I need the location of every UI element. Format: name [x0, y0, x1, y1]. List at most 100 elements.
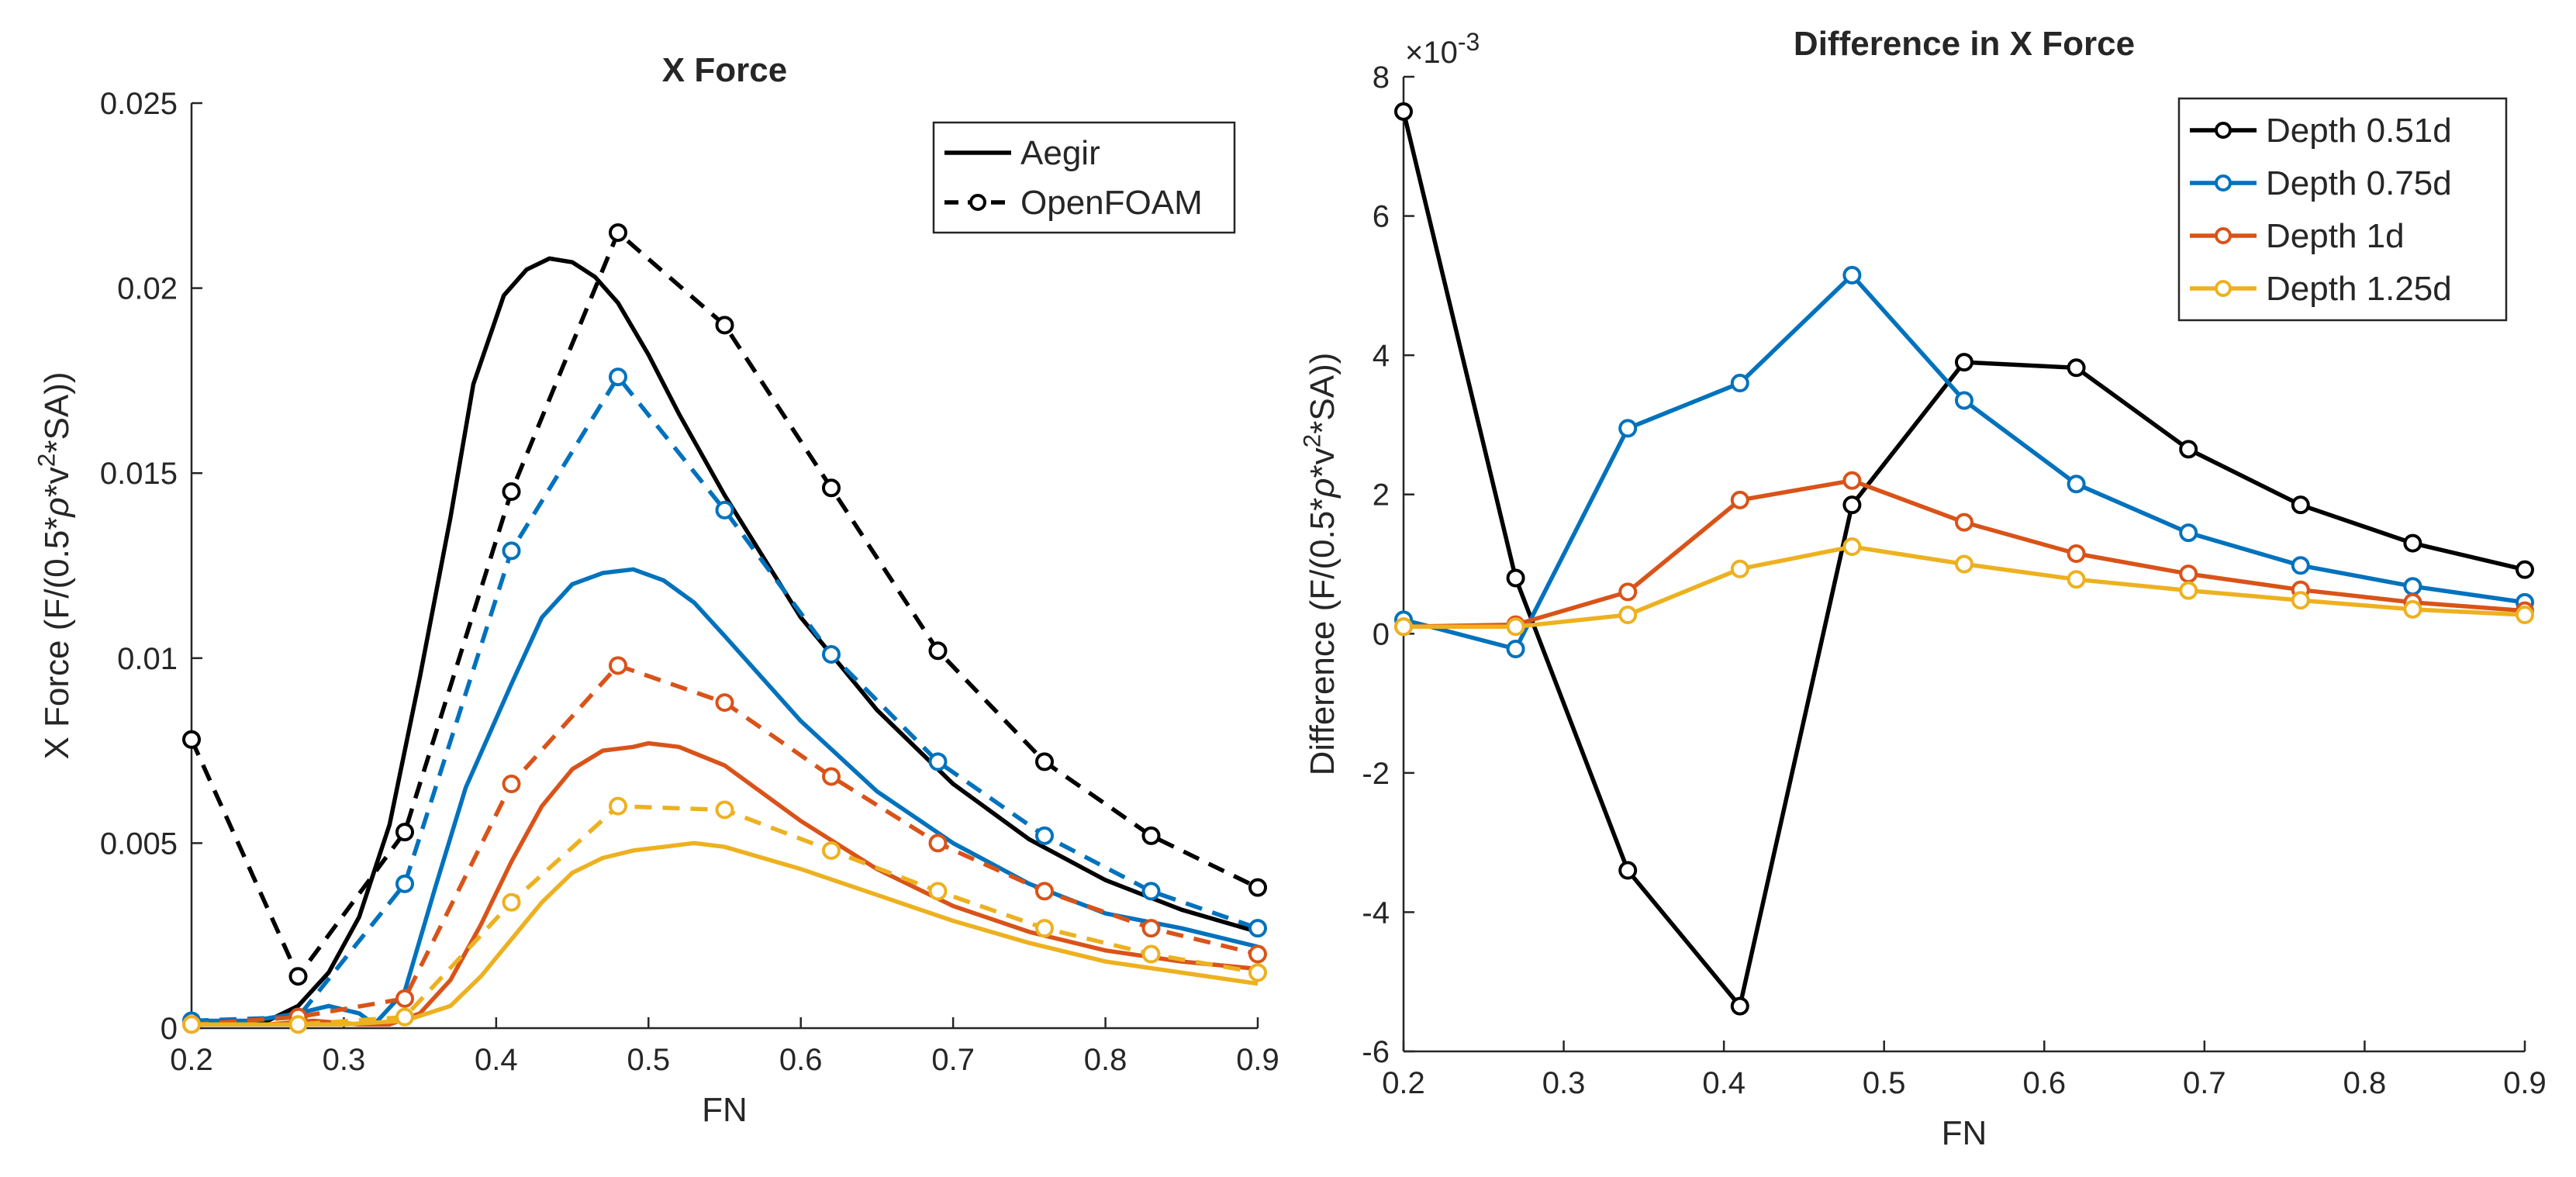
data-point — [2067, 358, 2086, 378]
data-point — [1394, 617, 1413, 637]
chart-title: X Force — [662, 51, 787, 89]
data-point — [395, 874, 414, 893]
y-tick-label: 0.005 — [100, 827, 178, 861]
y-axis-label: X Force (F/(0.5*ρ*v2*SA)) — [32, 371, 76, 759]
data-point — [2179, 440, 2198, 459]
y-exponent-label: ×10-3 — [1405, 28, 1480, 70]
data-point — [1035, 882, 1054, 901]
data-point — [502, 892, 521, 912]
series-depth-0-75d — [1394, 265, 2534, 659]
legend-marker — [969, 194, 986, 211]
data-point — [2403, 533, 2422, 553]
data-point — [182, 1015, 201, 1034]
series-aegir-0-75d — [192, 567, 1259, 1027]
y-tick-label: 0.01 — [117, 642, 178, 676]
x-force-chart: 0.2 0.3 0.4 0.5 0.6 0.7 0.8 0.9 0 0.005 0.01 0.015 0… — [32, 51, 1279, 1129]
data-point — [2291, 495, 2310, 515]
data-point — [715, 500, 734, 519]
data-point — [822, 767, 841, 786]
x-tick-label: 0.2 — [1382, 1066, 1425, 1100]
data-point — [502, 775, 521, 794]
x-tick-label: 0.7 — [931, 1043, 975, 1077]
data-point — [1955, 513, 1973, 532]
data-point — [395, 823, 414, 842]
data-point — [395, 1007, 414, 1027]
y-tick-label: 0.015 — [100, 457, 178, 491]
data-point — [1730, 490, 1749, 509]
legend-box — [932, 121, 1236, 234]
data-point — [2516, 606, 2534, 625]
y-tick-label: 8 — [1373, 60, 1390, 95]
y-tick-label: 2 — [1373, 478, 1390, 513]
data-point — [609, 223, 627, 243]
x-tick-label: 0.9 — [2503, 1066, 2547, 1100]
data-point — [715, 800, 734, 820]
data-point — [822, 478, 841, 498]
data-point — [822, 840, 841, 860]
legend-label: Depth 0.51d — [2266, 112, 2452, 150]
data-point — [2516, 560, 2534, 579]
x-tick-label: 0.2 — [170, 1043, 213, 1077]
data-point — [928, 752, 948, 771]
data-point — [1141, 882, 1161, 901]
x-tick-label: 0.5 — [627, 1043, 670, 1077]
data-point — [1035, 919, 1054, 938]
data-point — [928, 641, 948, 661]
legend-label: Depth 1.25d — [2266, 270, 2452, 308]
y-tick-label: -2 — [1362, 757, 1390, 791]
y-tick-label: 0 — [161, 1012, 178, 1046]
x-tick-label: 0.3 — [1542, 1066, 1586, 1100]
difference-chart: 0.2 0.3 0.4 0.5 0.6 0.7 0.8 0.9 -6 -4 -2 0 2 4 6 8 Diffe… — [1297, 25, 2546, 1152]
data-point — [1248, 919, 1267, 938]
x-axis-label: FN — [702, 1091, 748, 1129]
data-point — [1842, 537, 1862, 557]
x-tick-label: 0.6 — [2022, 1066, 2066, 1100]
data-point — [1618, 419, 1638, 438]
legend-label: Depth 0.75d — [2266, 164, 2452, 202]
data-point — [502, 482, 521, 502]
y-tick-label: 4 — [1373, 339, 1390, 373]
data-point — [1730, 996, 1749, 1016]
x-tick-label: 0.7 — [2183, 1066, 2226, 1100]
y-tick-label: 0.025 — [100, 87, 178, 121]
legend-marker — [2215, 280, 2232, 297]
data-point — [1035, 826, 1054, 845]
data-point — [2067, 544, 2086, 564]
data-point — [395, 989, 414, 1008]
data-point — [1618, 606, 1638, 625]
data-point — [1506, 617, 1525, 637]
data-point — [715, 693, 734, 713]
series-line — [191, 256, 1259, 1027]
legend-marker — [2215, 227, 2232, 244]
data-point — [1506, 640, 1525, 659]
legend-label: Aegir — [1020, 134, 1100, 172]
chart-title: Difference in X Force — [1794, 25, 2135, 63]
data-point — [928, 882, 948, 901]
data-point — [2403, 577, 2422, 596]
data-point — [2179, 581, 2198, 600]
data-point — [609, 656, 627, 675]
series-line — [192, 840, 1259, 1027]
legend-box — [2177, 97, 2508, 322]
legend-label: Depth 1d — [2266, 217, 2405, 255]
data-point — [609, 368, 627, 387]
data-point — [182, 730, 201, 749]
series-depth-0-51d — [1394, 102, 2534, 1016]
x-tick-label: 0.8 — [2343, 1066, 2387, 1100]
x-tick-label: 0.9 — [1236, 1043, 1279, 1077]
series-aegir-1-25d — [192, 840, 1259, 1027]
series-depth-1-25d — [1394, 537, 2534, 637]
x-tick-label: 0.6 — [779, 1043, 823, 1077]
data-point — [1141, 919, 1161, 938]
data-point — [1955, 554, 1973, 574]
data-point — [1842, 495, 1862, 515]
legend: Depth 0.51d Depth 0.75d Depth 1d Depth 1.25… — [2177, 97, 2508, 322]
data-point — [2291, 556, 2310, 575]
data-point — [502, 541, 521, 561]
data-point — [1248, 944, 1267, 964]
y-axis-label: Difference (F/(0.5*ρ*v2*SA)) — [1297, 353, 1342, 776]
data-point — [2067, 570, 2086, 589]
data-point — [1618, 861, 1638, 880]
data-point — [2403, 599, 2422, 619]
